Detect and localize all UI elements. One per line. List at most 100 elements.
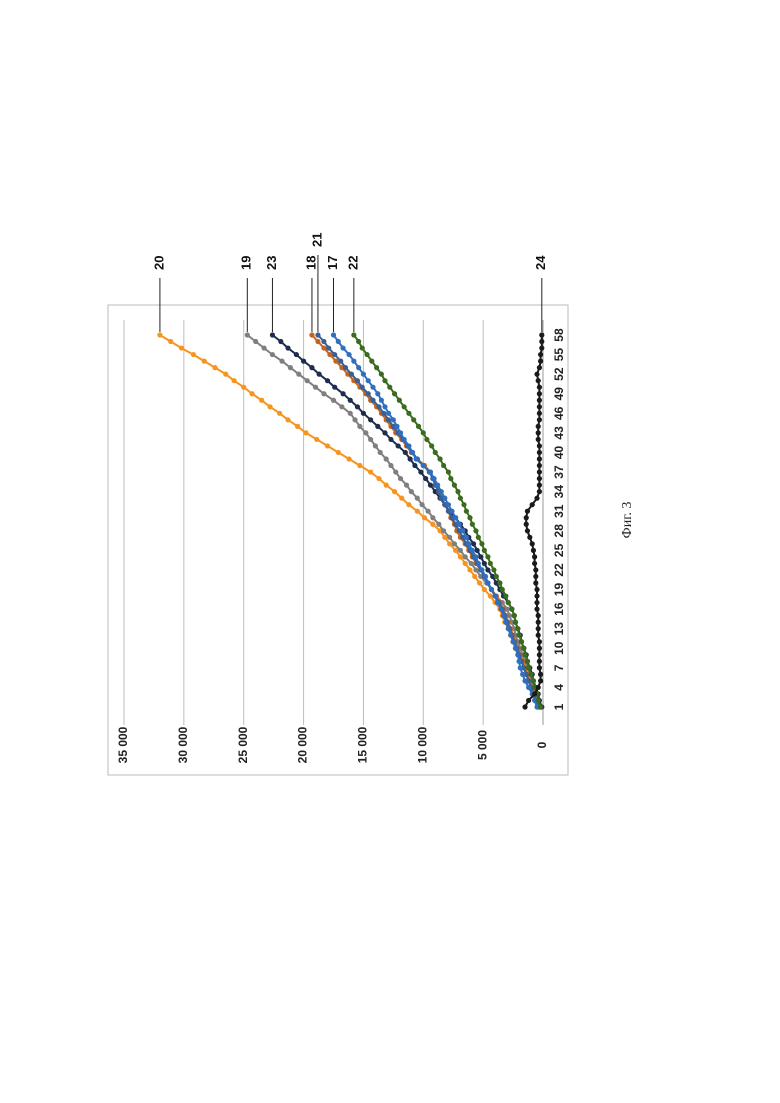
point [414,456,419,461]
point [386,411,391,416]
point [325,378,330,383]
point [516,633,521,638]
point [453,515,458,520]
point [411,417,416,422]
point [375,391,380,396]
point [539,345,544,350]
point [506,600,511,605]
x-tick-label: 10 [552,641,566,655]
chart: 05 00010 00015 00020 00025 00030 00035 0… [0,0,780,1103]
point [340,345,345,350]
point [393,469,398,474]
point [294,352,299,357]
point [288,365,293,370]
point [467,515,472,520]
point [538,359,543,364]
point [536,633,541,638]
point [515,652,520,657]
point [267,404,272,409]
point [532,554,537,559]
series-line [525,335,542,707]
point [532,691,537,696]
point [478,554,483,559]
point [412,463,417,468]
point [537,443,542,448]
point [415,509,420,514]
point [537,365,542,370]
point [522,678,527,683]
point [261,345,266,350]
point [506,626,511,631]
y-tick-label: 20 000 [296,726,310,763]
point [421,430,426,435]
point [525,659,530,664]
point [375,424,380,429]
point [381,411,386,416]
point [379,372,384,377]
y-tick-label: 5 000 [475,730,489,760]
point [446,502,451,507]
point [538,678,543,683]
point [479,567,484,572]
point [528,672,533,677]
point [537,463,542,468]
point [458,548,463,553]
point [157,332,162,337]
point [526,698,531,703]
point [518,665,523,670]
point [179,345,184,350]
point [485,554,490,559]
x-tick-label: 40 [552,445,566,459]
point [321,391,326,396]
point [397,398,402,403]
point [473,528,478,533]
point [530,502,535,507]
series-label: 21 [309,233,324,247]
point [419,502,424,507]
point [332,352,337,357]
point [270,352,275,357]
point [379,398,384,403]
point [357,463,362,468]
series-label: 17 [325,256,340,270]
point [285,345,290,350]
point [485,567,490,572]
chart-frame [108,305,568,775]
point [368,417,373,422]
x-tick-label: 22 [552,563,566,577]
point [416,424,421,429]
point [317,372,322,377]
series-label: 23 [264,256,279,270]
point [493,593,498,598]
point [325,443,330,448]
y-tick-label: 25 000 [236,726,250,763]
point [398,476,403,481]
point [536,613,541,618]
point [384,456,389,461]
point [436,522,441,527]
y-tick-label: 15 000 [356,726,370,763]
point [534,593,539,598]
point [428,483,433,488]
point [446,469,451,474]
point [191,352,196,357]
point [466,541,471,546]
point [537,665,542,670]
point [368,469,373,474]
point [352,417,357,422]
point [368,437,373,442]
point [402,437,407,442]
point [531,548,536,553]
x-tick-label: 52 [552,367,566,381]
point [527,535,532,540]
point [360,345,365,350]
point [431,476,436,481]
point [382,378,387,383]
point [519,639,524,644]
point [475,548,480,553]
point [503,620,508,625]
point [464,509,469,514]
point [406,411,411,416]
point [296,372,301,377]
point [503,593,508,598]
